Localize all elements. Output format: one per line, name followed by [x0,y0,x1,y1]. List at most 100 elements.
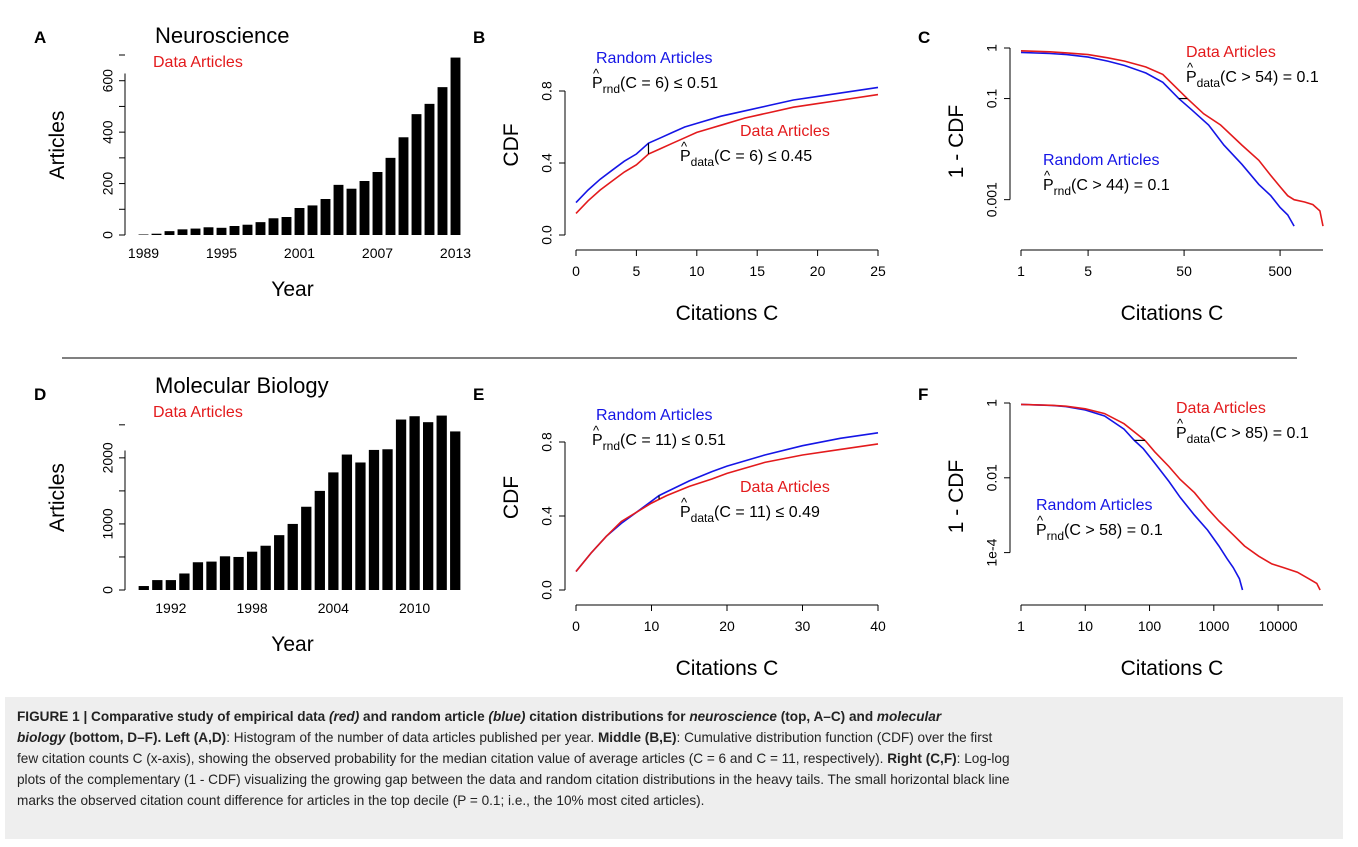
series-label: Random Articles [1043,152,1160,169]
data-articles-line [1020,50,1324,227]
hat-accent: ^ [593,423,600,438]
x-tick-label: 1995 [206,245,237,261]
y-tick-label: 600 [100,69,116,93]
y-tick-label: 0.0 [539,580,555,600]
bar [382,449,393,590]
random-articles-line [575,86,879,204]
panel-letter-f: F [918,385,928,404]
y-tick-label: 0.4 [539,506,555,526]
series-label: Random Articles [596,407,713,424]
x-tick-label: 15 [749,263,765,279]
bar [281,217,292,235]
caption-biology: biology [17,730,66,745]
bar [423,422,434,590]
y-tick-label: 0.1 [984,89,1000,109]
probability-annotation: Prnd(C > 58) = 0.1 [1036,522,1163,543]
bar [411,114,422,235]
y-tick-label: 0.8 [539,432,555,452]
y-axis-title: 1 - CDF [945,105,968,179]
chart-title: Neuroscience [155,23,290,48]
y-axis-title: CDF [500,123,523,166]
chart-subtitle: Data Articles [153,54,243,71]
x-tick-label: 30 [795,618,811,634]
bar [359,181,370,235]
x-axis-title: Citations C [676,302,779,325]
caption-for: citation distributions for [529,709,686,724]
data-articles-line [575,93,879,214]
y-tick-label: 1 [984,399,1000,407]
bar [368,449,380,590]
y-axis-title: CDF [500,476,523,519]
y-tick-label: 0.001 [984,182,1000,217]
bar [260,545,271,590]
bar [333,184,344,235]
data-articles-line [1020,403,1321,591]
y-tick-label: 0.01 [984,464,1000,491]
x-tick-label: 1989 [128,245,159,261]
bar [450,431,461,590]
x-tick-label: 10000 [1259,618,1298,634]
caption-red: (red) [329,709,360,724]
bar [138,234,149,235]
caption-line-2: biology (bottom, D–F). Left (A,D): Histo… [17,727,1332,748]
y-tick-label: 0 [100,586,116,594]
chart-molecular-biology-ccdf: 1 10 100 1000 10000 1e-4 0.01 1 Citations C 1 - C… [945,399,1323,680]
bar [301,506,312,590]
chart-title: Molecular Biology [155,373,329,398]
bar [436,415,447,590]
series-label: Random Articles [1036,497,1153,514]
x-tick-label: 2007 [362,245,393,261]
x-tick-label: 0 [572,263,580,279]
y-axis-title: 1 - CDF [945,460,968,534]
bar [216,227,227,235]
x-axis-title: Citations C [676,657,779,680]
bar [450,57,461,236]
bar [164,231,175,235]
bar [385,157,396,235]
hat-accent: ^ [681,495,688,510]
y-tick-label: 1e-4 [984,538,1000,566]
bar [314,490,325,590]
bar [255,222,266,235]
bar [206,561,217,590]
hat-accent: ^ [1177,416,1184,431]
caption-right-text: : Log-log [956,751,1010,766]
panel-letter-c: C [918,28,930,47]
y-tick-label: 1 [984,44,1000,52]
x-tick-label: 2004 [318,600,349,616]
caption-left-text: : Histogram of the number of data articl… [226,730,595,745]
caption-middle-text: : Cumulative distribution function (CDF)… [676,730,993,745]
probability-annotation: Prnd(C = 11) ≤ 0.51 [592,432,726,453]
caption-line-1: FIGURE 1 | Comparative study of empirica… [17,706,1332,727]
x-tick-label: 2010 [399,600,430,616]
caption-line-4: plots of the complementary (1 - CDF) vis… [17,769,1332,790]
hat-accent: ^ [681,139,688,154]
caption-line3-text: few citation counts C (x-axis), showing … [17,751,884,766]
bar [233,556,244,590]
bar [192,562,204,590]
y-tick-label: 200 [100,172,116,196]
chart-molecular-biology-histogram: 0 1000 2000 1992 1998 2004 2010 Year Articles Mol… [46,373,461,656]
bar [203,227,214,235]
panel-letter-d: D [34,385,46,404]
panel-letter-e: E [473,385,484,404]
series-label: Data Articles [1186,44,1276,61]
series-label: Random Articles [596,50,713,67]
bar [151,233,162,235]
caption-line-3: few citation counts C (x-axis), showing … [17,748,1332,769]
x-tick-label: 500 [1268,263,1292,279]
caption-blue: (blue) [488,709,526,724]
bar [190,228,201,235]
random-articles-line [1020,403,1244,591]
bar [165,580,176,590]
probability-annotation: Prnd(C = 6) ≤ 0.51 [592,75,718,96]
caption-top: (top, A–C) and [780,709,874,724]
x-tick-label: 5 [1084,263,1092,279]
y-tick-label: 0.8 [539,81,555,101]
bar [179,573,190,590]
chart-neuroscience-ccdf: 1 5 50 500 0.001 0.1 1 Citations C 1 - CDF Data A… [945,44,1324,325]
chart-molecular-biology-cdf: 0 10 20 30 40 0.0 0.4 0.8 Citations C CDF Random A… [500,407,886,680]
probability-annotation: Pdata(C > 85) = 0.1 [1176,425,1309,446]
bar [424,103,435,235]
bar [307,205,318,235]
